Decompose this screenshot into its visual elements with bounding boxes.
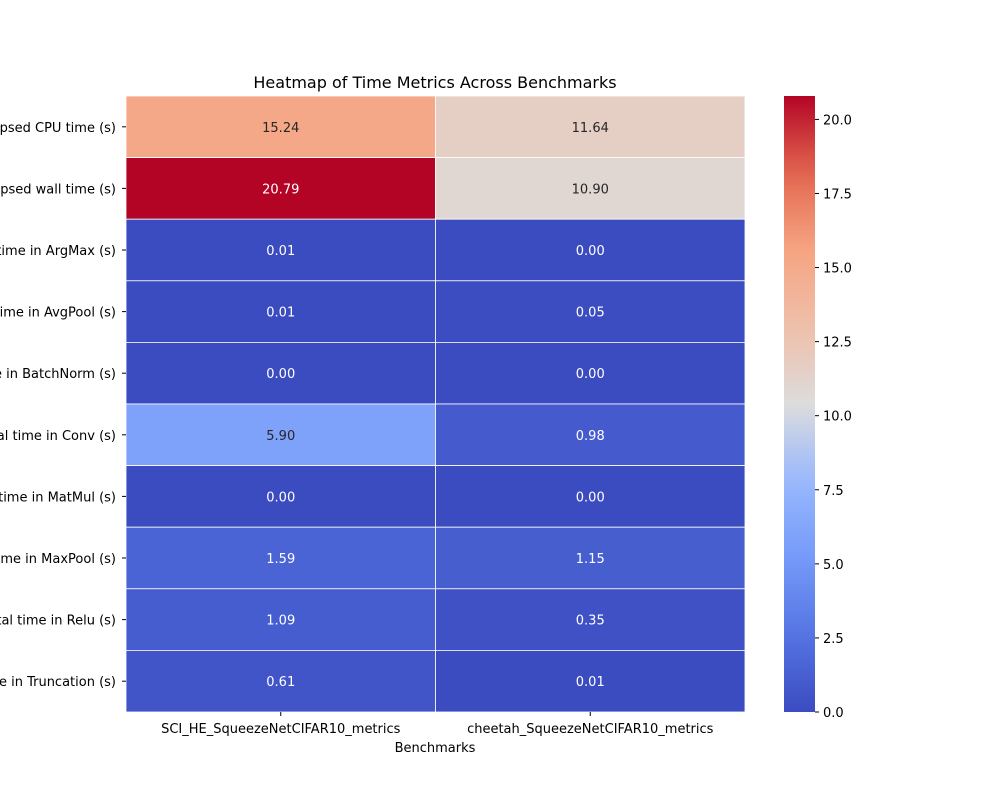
heatmap-cell: [435, 157, 746, 220]
y-tick-label: Total time in MatMul (s): [0, 490, 116, 505]
heatmap-cell: [435, 218, 746, 282]
heatmap-cell: [125, 95, 436, 158]
y-tick-label: Total time in AvgPool (s): [0, 306, 116, 321]
y-tick-label: Total elapsed CPU time (s): [0, 121, 116, 136]
colorbar-tick-label: 0.0: [823, 706, 844, 721]
y-tick-label: Total time in MaxPool (s): [0, 552, 116, 567]
cell-value-label: 0.35: [576, 614, 605, 629]
colorbar-tick-label: 17.5: [823, 187, 852, 202]
cell-value-label: 0.01: [266, 306, 295, 321]
cell-value-label: 5.90: [266, 429, 295, 444]
y-tick-label: Total time in BatchNorm (s): [0, 367, 116, 382]
heatmap-cell: [435, 650, 746, 713]
heatmap-cell: [125, 588, 436, 651]
cell-value-label: 0.00: [576, 244, 605, 259]
colorbar-tick-label: 20.0: [823, 113, 852, 128]
cell-value-label: 1.59: [266, 552, 295, 567]
heatmap-cell: [435, 341, 746, 405]
heatmap-cell: [435, 465, 746, 528]
x-axis: SCI_HE_SqueezeNetCIFAR10_metrics cheetah_…: [161, 712, 714, 737]
heatmap-cell: [435, 526, 746, 590]
cell-value-label: 0.01: [576, 675, 605, 690]
x-tick-label: cheetah_SqueezeNetCIFAR10_metrics: [467, 722, 714, 737]
cell-value-label: 0.98: [576, 429, 605, 444]
colorbar-tick-label: 12.5: [823, 336, 852, 351]
heatmap-cell: [125, 157, 436, 220]
cell-value-label: 10.90: [572, 182, 609, 197]
cell-value-label: 0.01: [266, 244, 295, 259]
cell-value-label: 0.00: [266, 490, 295, 505]
colorbar-tick-label: 2.5: [823, 632, 844, 647]
heatmap-cell: [125, 526, 436, 590]
colorbar: 0.0 2.5 5.0 7.5 10.0 12.5 15.0 17.5 20.0: [784, 96, 852, 721]
colorbar-tick-label: 10.0: [823, 410, 852, 425]
cell-value-label: 0.00: [576, 367, 605, 382]
x-axis-label: Benchmarks: [395, 741, 476, 756]
cell-value-label: 0.00: [266, 367, 295, 382]
heatmap-cells: [125, 95, 746, 713]
cell-value-label: 0.00: [576, 490, 605, 505]
heatmap-cell: [435, 588, 746, 651]
y-axis: Total elapsed CPU time (s) Total elapsed …: [0, 121, 126, 690]
cell-value-label: 1.15: [576, 552, 605, 567]
cell-value-label: 0.61: [266, 675, 295, 690]
colorbar-tick-label: 7.5: [823, 484, 844, 499]
chart-title: Heatmap of Time Metrics Across Benchmark…: [253, 73, 616, 92]
y-tick-label: Total time in Truncation (s): [0, 675, 116, 690]
heatmap-cell: [435, 280, 746, 343]
cell-value-label: 0.05: [576, 306, 605, 321]
y-tick-label: Total elapsed wall time (s): [0, 182, 116, 197]
heatmap-cell: [125, 465, 436, 528]
heatmap-cell: [435, 95, 746, 158]
heatmap-cell-labels: 15.24 11.64 20.79 10.90 0.01 0.00 0.01 0.05 0.00…: [262, 121, 609, 690]
cell-value-label: 15.24: [262, 121, 299, 136]
cell-value-label: 20.79: [262, 182, 299, 197]
cell-value-label: 1.09: [266, 614, 295, 629]
heatmap-cell: [435, 403, 746, 466]
x-tick-label: SCI_HE_SqueezeNetCIFAR10_metrics: [161, 722, 401, 737]
colorbar-tick-label: 15.0: [823, 262, 852, 277]
y-tick-label: Total time in Conv (s): [0, 429, 116, 444]
cell-value-label: 11.64: [572, 121, 609, 136]
heatmap-cell: [125, 650, 436, 713]
heatmap-cell: [125, 218, 436, 282]
colorbar-gradient: [784, 96, 815, 712]
y-tick-label: Total time in Relu (s): [0, 614, 116, 629]
y-tick-label: Total time in ArgMax (s): [0, 244, 116, 259]
colorbar-tick-label: 5.0: [823, 558, 844, 573]
